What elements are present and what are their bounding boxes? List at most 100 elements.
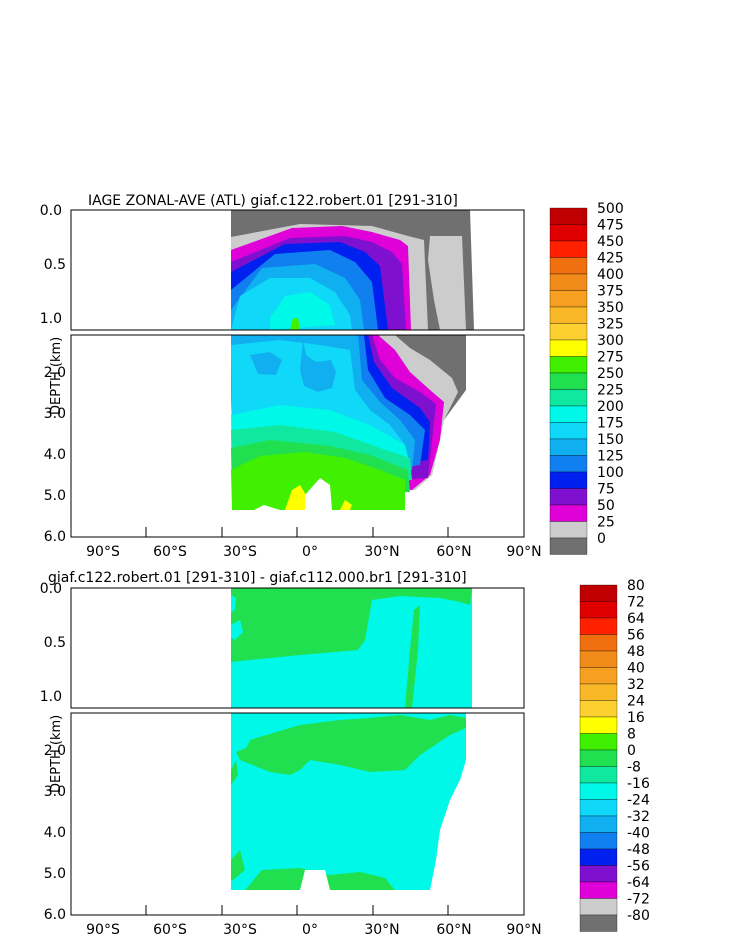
colorbar-swatch [579, 650, 618, 668]
panel-1-xtick-6: 90°N [506, 544, 541, 560]
panel-1-xtick-4: 30°N [364, 544, 399, 560]
colorbar-swatch [579, 832, 618, 850]
colorbar-label: 56 [627, 628, 645, 644]
panel-age: IAGE ZONAL-AVE (ATL) giaf.c122.robert.01… [40, 193, 624, 560]
colorbar-swatch [549, 405, 588, 423]
colorbar-swatch [579, 667, 618, 685]
panel-difference: giaf.c122.robert.01 [291-310] - giaf.c11… [40, 570, 650, 938]
panel-1-ytick-lower-4: 6.0 [44, 529, 66, 545]
panel-2-title: giaf.c122.robert.01 [291-310] - giaf.c11… [48, 570, 467, 586]
colorbar-label: -56 [627, 859, 650, 875]
panel-2-xtick-1: 60°S [153, 922, 187, 938]
colorbar-label: 475 [597, 218, 624, 234]
panel-2-xtick-4: 30°N [364, 922, 399, 938]
panel-2-ylabel: DEPTH (km) [49, 715, 64, 793]
colorbar-label: 275 [597, 350, 624, 366]
panel-1-ytick-upper-0: 0.0 [40, 203, 62, 219]
colorbar-swatch [549, 372, 588, 390]
panel-2-xtick-6: 90°N [506, 922, 541, 938]
colorbar-label: 0 [627, 743, 636, 759]
colorbar-label: -8 [627, 760, 641, 776]
colorbar-label: 175 [597, 416, 624, 432]
panel-1-xticks [70, 527, 525, 537]
colorbar-swatch [579, 634, 618, 652]
panel-1-colorbar: 5004754504254003753503253002752502252001… [549, 201, 624, 555]
colorbar-swatch [579, 617, 618, 635]
colorbar-label: -40 [627, 826, 650, 842]
panel-2-xtick-3: 0° [302, 922, 318, 938]
colorbar-swatch [549, 224, 588, 242]
colorbar-label: -72 [627, 892, 650, 908]
colorbar-swatch [549, 207, 588, 225]
colorbar-swatch [549, 257, 588, 275]
panel-2-xtick-0: 90°S [86, 922, 120, 938]
colorbar-label: 75 [597, 482, 615, 498]
colorbar-label: 48 [627, 644, 645, 660]
colorbar-label: 250 [597, 366, 624, 382]
colorbar-swatch [549, 504, 588, 522]
colorbar-swatch [549, 521, 588, 539]
colorbar-label: 450 [597, 234, 624, 250]
panel-1-ytick-upper-2: 1.0 [40, 311, 62, 327]
colorbar-swatch [549, 306, 588, 324]
colorbar-label: -32 [627, 809, 650, 825]
colorbar-label: -48 [627, 842, 650, 858]
colorbar-swatch [579, 733, 618, 751]
colorbar-swatch [549, 537, 588, 555]
colorbar-swatch [549, 323, 588, 341]
panel-2-xticks [70, 905, 525, 915]
panel-1-ytick-lower-2: 4.0 [44, 447, 66, 463]
panel-1-lower-field [231, 335, 466, 537]
colorbar-swatch [579, 749, 618, 767]
colorbar-label: 375 [597, 284, 624, 300]
panel-2-ytick-lower-0: 2.0 [44, 743, 66, 759]
colorbar-swatch [549, 356, 588, 374]
colorbar-swatch [549, 240, 588, 258]
colorbar-label: 16 [627, 710, 645, 726]
panel-1-xtick-0: 90°S [86, 544, 120, 560]
colorbar-label: 150 [597, 432, 624, 448]
panel-2-ytick-lower-3: 5.0 [44, 866, 66, 882]
panel-2-ytick-upper-2: 1.0 [40, 689, 62, 705]
panel-1-title: IAGE ZONAL-AVE (ATL) giaf.c122.robert.01… [88, 193, 458, 209]
panel-2-ytick-lower-1: 3.0 [44, 784, 66, 800]
panel-1-ytick-lower-0: 2.0 [44, 365, 66, 381]
colorbar-swatch [579, 815, 618, 833]
panel-1-upper-field [231, 210, 474, 330]
colorbar-label: -80 [627, 908, 650, 924]
colorbar-swatch [579, 782, 618, 800]
colorbar-label: 225 [597, 383, 624, 399]
colorbar-label: 0 [597, 531, 606, 547]
colorbar-swatch [579, 716, 618, 734]
colorbar-label: 300 [597, 333, 624, 349]
colorbar-swatch [579, 683, 618, 701]
colorbar-label: 100 [597, 465, 624, 481]
colorbar-swatch [549, 273, 588, 291]
colorbar-label: 500 [597, 201, 624, 217]
panel-1-ytick-lower-1: 3.0 [44, 406, 66, 422]
colorbar-label: 350 [597, 300, 624, 316]
panel-1-xtick-1: 60°S [153, 544, 187, 560]
colorbar-swatch [579, 881, 618, 899]
colorbar-swatch [579, 848, 618, 866]
panel-2-xtick-2: 30°S [223, 922, 257, 938]
colorbar-swatch [579, 914, 618, 932]
colorbar-label: 125 [597, 449, 624, 465]
colorbar-swatch [549, 422, 588, 440]
panel-2-ytick-upper-1: 0.5 [44, 635, 66, 651]
colorbar-label: 40 [627, 661, 645, 677]
colorbar-swatch [549, 471, 588, 489]
panel-2-ytick-upper-0: 0.0 [40, 581, 62, 597]
panel-2-colorbar: 80726456484032241680-8-16-24-32-40-48-56… [579, 578, 650, 932]
panel-1-xtick-5: 60°N [436, 544, 471, 560]
colorbar-label: 80 [627, 578, 645, 594]
colorbar-swatch [579, 700, 618, 718]
panel-2-xtick-5: 60°N [436, 922, 471, 938]
colorbar-swatch [549, 389, 588, 407]
colorbar-label: 425 [597, 251, 624, 267]
colorbar-swatch [549, 290, 588, 308]
colorbar-swatch [549, 455, 588, 473]
panel-1-ylabel: DEPTH (km) [49, 337, 64, 415]
colorbar-label: 72 [627, 595, 645, 611]
